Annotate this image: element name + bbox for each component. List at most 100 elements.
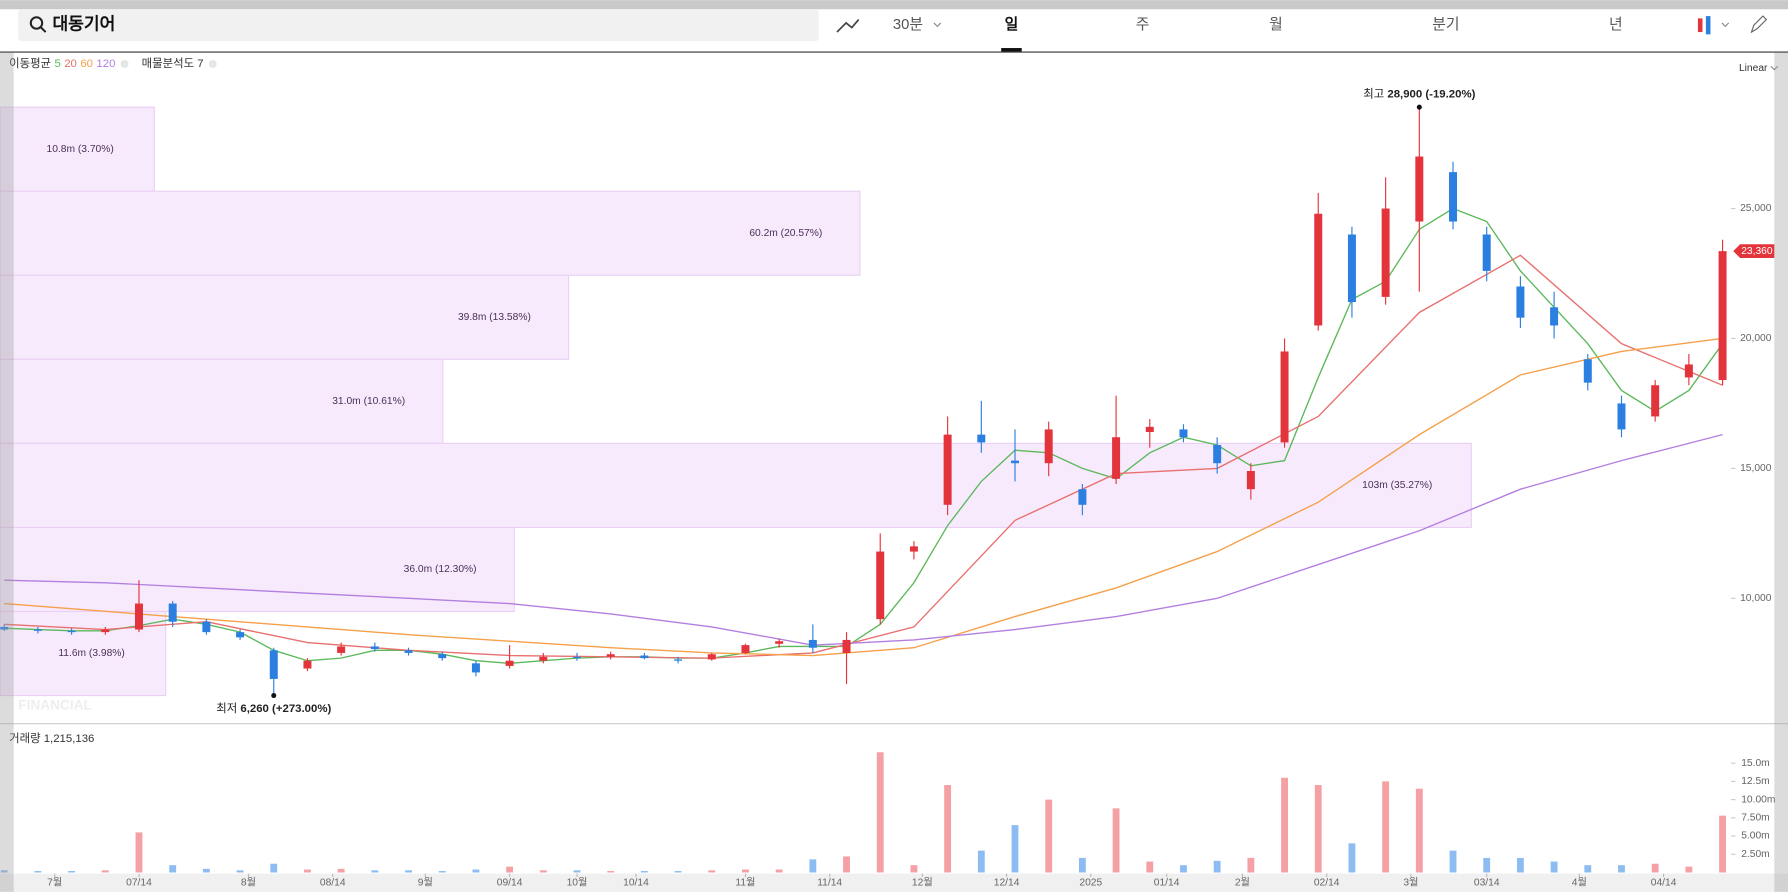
y-tick-label: 25,000 — [1740, 203, 1772, 214]
volume-profile-label: 10.8m (3.70%) — [47, 144, 114, 155]
x-tick-label: 4월 — [1572, 876, 1587, 888]
annotation-prefix: 최저 — [216, 702, 237, 715]
chevron — [933, 22, 942, 28]
volume-bar — [135, 832, 143, 873]
volume-bar — [809, 859, 817, 873]
candle-body — [1718, 251, 1727, 381]
volume-bar — [910, 865, 918, 873]
candle-body — [1482, 234, 1491, 271]
candle-body — [1550, 307, 1559, 326]
search-icon[interactable] — [29, 16, 44, 30]
candle-body — [606, 654, 615, 657]
period-tab[interactable]: 월 — [1269, 16, 1283, 33]
candle-body — [269, 650, 278, 679]
volume-bar — [0, 870, 8, 873]
x-tick-label: 08/14 — [320, 877, 346, 888]
candle-body — [1449, 172, 1458, 222]
volume-bar — [1112, 808, 1120, 873]
volume-bar — [1584, 865, 1592, 873]
extreme-marker — [1416, 104, 1422, 110]
annotation-value: 6,260 (+273.00%) — [240, 703, 331, 715]
candle-body — [303, 660, 312, 669]
period-tab[interactable]: 년 — [1609, 16, 1623, 33]
candle-body — [1044, 429, 1053, 464]
period-tab[interactable]: 분기 — [1432, 16, 1459, 33]
legend-close — [120, 60, 129, 68]
candle-body — [101, 629, 110, 633]
candle-body — [1583, 359, 1592, 383]
candle-body — [1145, 426, 1154, 433]
volume-bar — [1180, 865, 1187, 873]
volume-profile-label: 60.2m (20.57%) — [749, 228, 822, 239]
extreme-annotation: 최고 28,900 (-19.20%) — [1363, 88, 1475, 101]
x-tick-label: 10월 — [567, 876, 588, 888]
volume-bar — [1045, 799, 1053, 873]
search-text[interactable]: 대동기어 — [52, 15, 115, 34]
x-tick-label: 12/14 — [994, 877, 1020, 888]
candle-body — [370, 646, 379, 650]
volume-bar — [506, 866, 514, 873]
volume-bar — [270, 863, 278, 873]
volume-bar — [742, 869, 749, 873]
candle-body — [1078, 489, 1087, 505]
volume-bar — [34, 871, 42, 873]
candle-body — [1246, 471, 1255, 490]
volume-bar — [337, 868, 345, 873]
chevron — [1721, 22, 1730, 28]
candle-body — [33, 629, 42, 631]
candle-body — [1651, 385, 1660, 417]
candle-body — [1415, 156, 1424, 222]
moving-average-line — [4, 433, 1723, 646]
x-axis-strip — [0, 873, 1788, 892]
candle-body — [808, 639, 817, 648]
volume-tick-label: 2.50m — [1741, 849, 1770, 860]
moving-average-line — [4, 254, 1723, 659]
x-tick-label: 9월 — [418, 876, 433, 888]
draw-tool-icon[interactable] — [836, 18, 860, 33]
candle-body — [1213, 445, 1222, 464]
edit-icon[interactable] — [1750, 15, 1768, 34]
x-tick-label: 12월 — [912, 876, 933, 888]
x-tick-label: 8월 — [241, 876, 256, 888]
candle-body — [0, 626, 9, 630]
last-price-label: 23,360 — [1741, 246, 1773, 257]
volume-bar — [1281, 777, 1288, 873]
volume-tick-label: 5.00m — [1741, 831, 1770, 842]
candle-body — [1011, 460, 1019, 464]
volume-bar — [1449, 850, 1457, 873]
interval-select[interactable]: 30분 — [893, 17, 923, 33]
volume-tick-label: 7.50m — [1741, 813, 1770, 824]
volume-profile-bar — [0, 526, 515, 613]
volume-bar — [169, 865, 177, 873]
x-tick-label: 3월 — [1403, 876, 1418, 888]
candle-body — [741, 645, 750, 653]
moving-average-line — [4, 207, 1724, 665]
volume-bar — [236, 870, 244, 873]
plot: 10.8m (3.70%) 60.2m (20.57%) 39.8m (13.58%… — [0, 57, 1775, 888]
candle-body — [674, 659, 683, 661]
candle-body — [876, 551, 885, 620]
volume-bar — [438, 871, 446, 873]
volume-bar — [1314, 785, 1322, 873]
chart-type-icon[interactable] — [1697, 18, 1703, 33]
candle-body — [842, 639, 851, 653]
search-box[interactable] — [18, 9, 819, 42]
period-tab[interactable]: 주 — [1136, 17, 1150, 33]
volume-bar — [674, 871, 682, 873]
period-tab[interactable]: 일 — [1005, 16, 1019, 33]
chart-type-icon[interactable] — [1705, 16, 1711, 35]
volume-tick-label: 12.5m — [1741, 776, 1770, 787]
last-price-tag — [1733, 244, 1775, 258]
x-tick-label: 04/14 — [1651, 877, 1677, 888]
volume-profile-bar — [0, 442, 1472, 529]
candle-body — [539, 656, 548, 661]
x-tick-label: 2025 — [1079, 877, 1102, 888]
watermark: FINANCIAL — [18, 698, 92, 713]
volume-bar — [1078, 857, 1086, 873]
scale-select[interactable]: Linear — [1739, 63, 1768, 74]
volume-bar — [101, 870, 109, 873]
volume-bar — [304, 869, 311, 873]
volume-profile-label: 103m (35.27%) — [1362, 480, 1432, 491]
